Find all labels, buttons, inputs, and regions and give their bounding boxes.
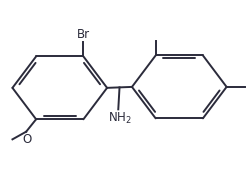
Text: O: O (23, 133, 32, 146)
Text: NH$_2$: NH$_2$ (108, 111, 131, 126)
Text: Br: Br (77, 28, 90, 40)
